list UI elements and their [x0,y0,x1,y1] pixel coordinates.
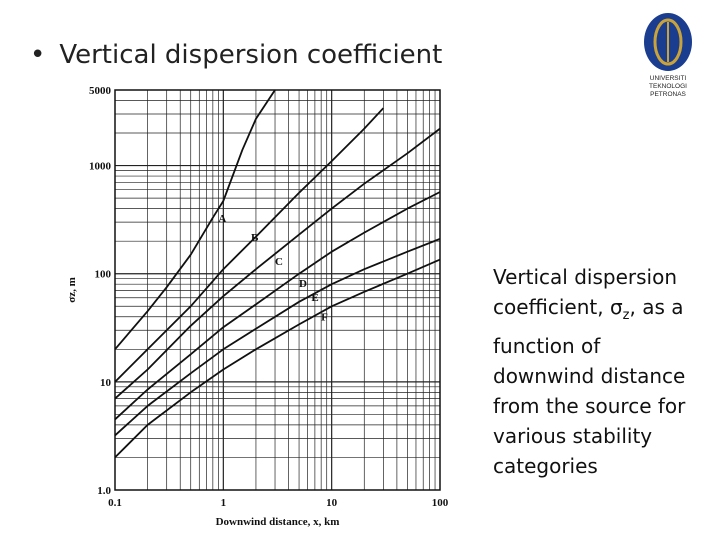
x-axis-label: Downwind distance, x, km [216,516,340,528]
y-tick-label: 10 [100,377,112,389]
series-line-e [114,238,441,437]
figure-caption: Vertical dispersion coefficient, σz, as … [493,262,703,481]
bullet-text: Vertical dispersion coefficient [59,40,443,70]
caption-subscript: z [622,308,630,323]
y-tick-label: 1.0 [97,485,111,497]
caption-text-2: , as a function of downwind distance fro… [493,295,686,478]
logo-inner-emblem [653,18,683,66]
x-tick-label: 10 [326,497,338,509]
sigma-z-chart: 0.1 1 10 100 1.0 10 100 1000 5000 Downwind distan… [66,85,449,528]
x-tick-label: 100 [432,497,449,509]
series-line-a [114,89,276,350]
series-line-c [114,127,441,400]
series-label-d: D [299,278,307,290]
y-tick-label: 1000 [89,161,112,173]
caption-sigma: σ [609,295,623,319]
x-tick-label: 1 [221,497,227,509]
y-axis-label: σz, m [66,277,78,303]
caption-text-1: Vertical dispersion coefficient, [493,265,678,319]
plot-frame [114,89,441,491]
logo-line-3: PETRONAS [650,91,686,98]
university-logo: UNIVERSITI TEKNOLOGI PETRONAS [644,13,692,98]
logo-line-2: TEKNOLOGI [649,83,687,90]
logo-line-1: UNIVERSITI [650,75,687,82]
series-label-e: E [311,292,318,304]
series-line-f [114,258,441,459]
series-label-f: F [321,311,328,323]
slide-bullet: • Vertical dispersion coefficient [30,40,442,70]
y-tick-label: 5000 [89,85,112,97]
x-tick-label: 0.1 [108,497,122,509]
bullet-icon: • [30,40,46,70]
y-tick-label: 100 [95,269,112,281]
series-line-b [114,107,385,383]
series-line-d [114,191,441,421]
series-label-c: C [275,256,283,268]
series-label-a: A [218,213,226,225]
series-label-b: B [251,232,259,244]
